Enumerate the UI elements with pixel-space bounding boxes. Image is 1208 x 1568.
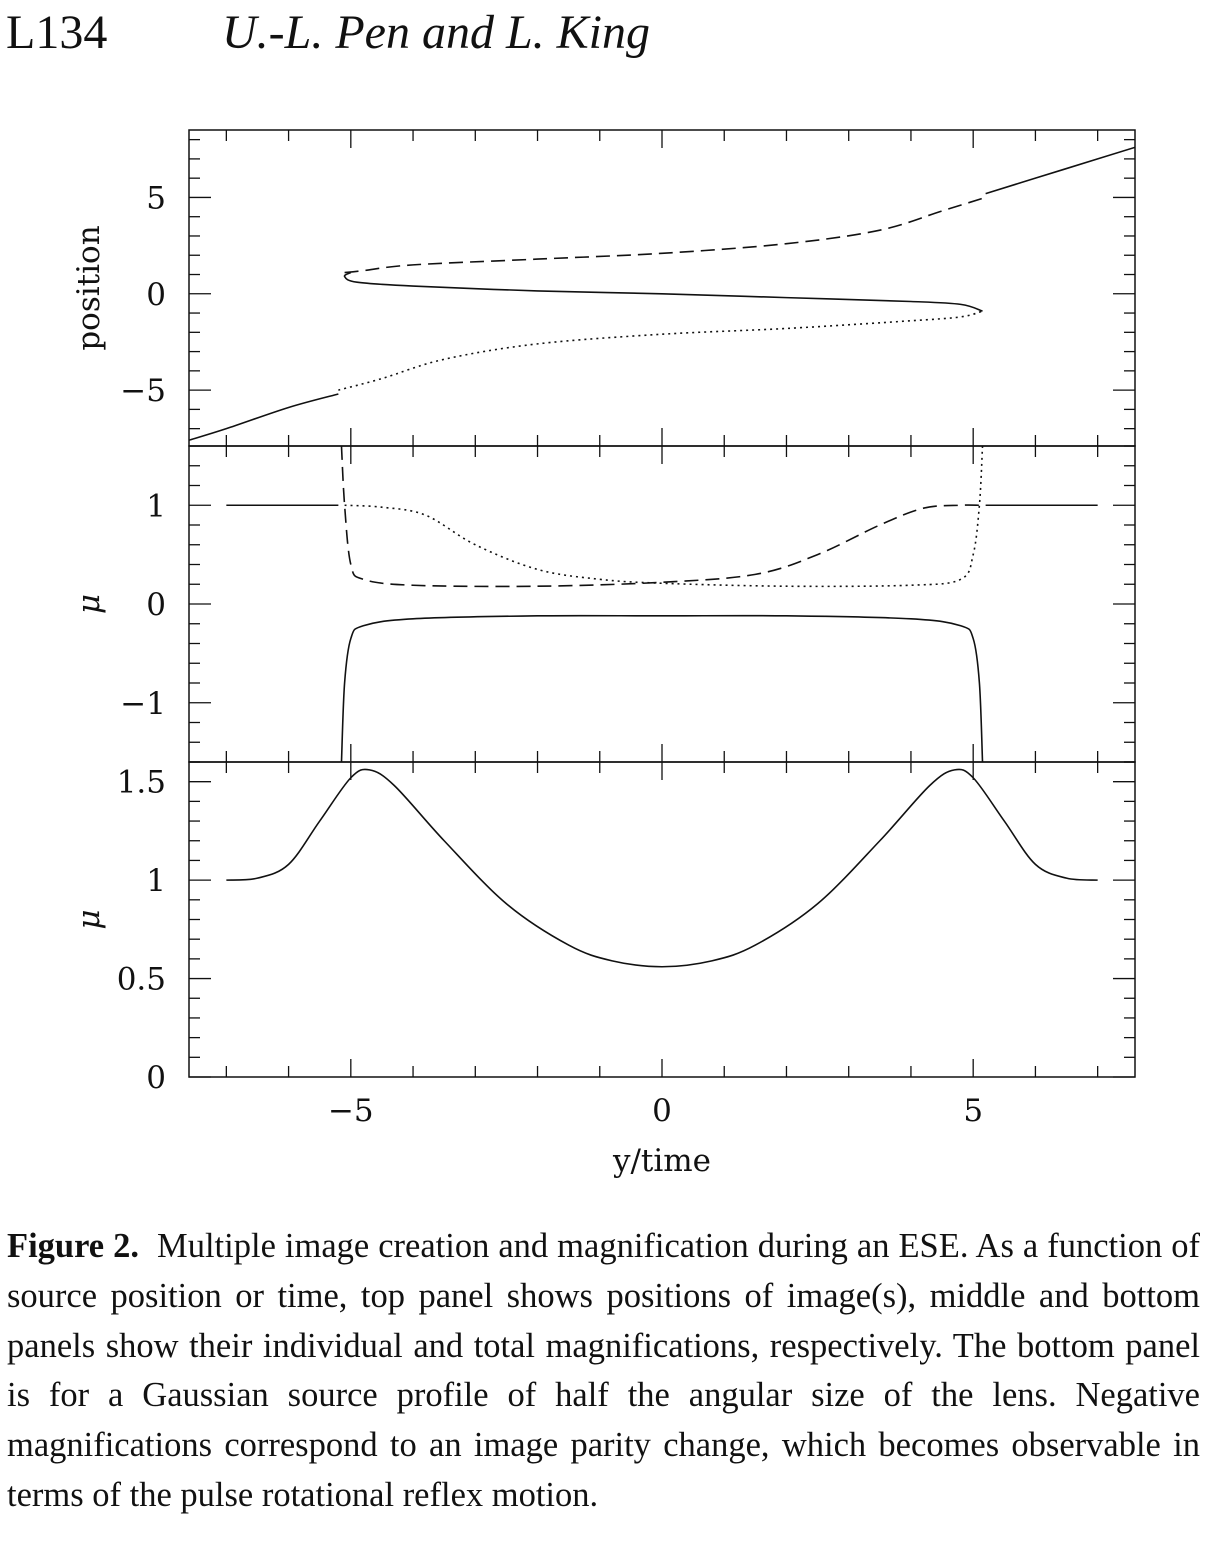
y-axis-label: μ [71,594,107,614]
y-tick-label: 0 [146,277,166,313]
series-line-bottom-solid [226,768,1098,968]
series-line-top-solid [189,393,339,441]
series-line-middle-solid [340,614,984,762]
page-number: L134 [6,6,108,59]
y-tick-label: −1 [120,686,166,722]
running-head-authors: U.-L. Pen and L. King [222,6,651,59]
panel-frame-middle [188,445,1136,763]
y-tick-label: 1.5 [117,765,166,801]
caption-text: Multiple image creation and magnificatio… [7,1227,1200,1514]
y-tick-label: −5 [120,373,166,409]
series-line-middle-dotted [344,446,984,588]
y-tick-label: 0.5 [117,962,166,998]
x-tick-label: −5 [328,1093,374,1129]
y-tick-label: 1 [146,863,166,899]
series-line-top-solid [985,146,1135,195]
series-line-middle-dashed [340,446,980,588]
x-tick-label: 0 [652,1093,672,1129]
y-tick-label: 0 [146,587,166,623]
y-tick-label: 5 [146,180,166,216]
caption-label: Figure 2. [7,1227,139,1265]
y-tick-label: 1 [146,488,166,524]
figure-2: −5 0 5 position −1 0 1 μ 0 0.5 1 1.5 μ −5 0 5 y/time [71,129,1136,1179]
series-line-top-solid [343,271,983,312]
y-tick-label: 0 [146,1060,166,1096]
y-axis-label: μ [71,909,107,929]
x-axis-label: y/time [612,1143,711,1179]
figure-caption: Figure 2. Multiple image creation and ma… [7,1222,1200,1521]
x-tick-label: 5 [963,1093,983,1129]
panel-frame-bottom [188,761,1136,1078]
panel-frame-top [188,129,1136,447]
page-header: L134 U.-L. Pen and L. King [6,0,650,70]
series-line-top-dashed [344,196,986,274]
y-axis-label: position [71,225,107,350]
series-line-top-dotted [338,310,983,391]
